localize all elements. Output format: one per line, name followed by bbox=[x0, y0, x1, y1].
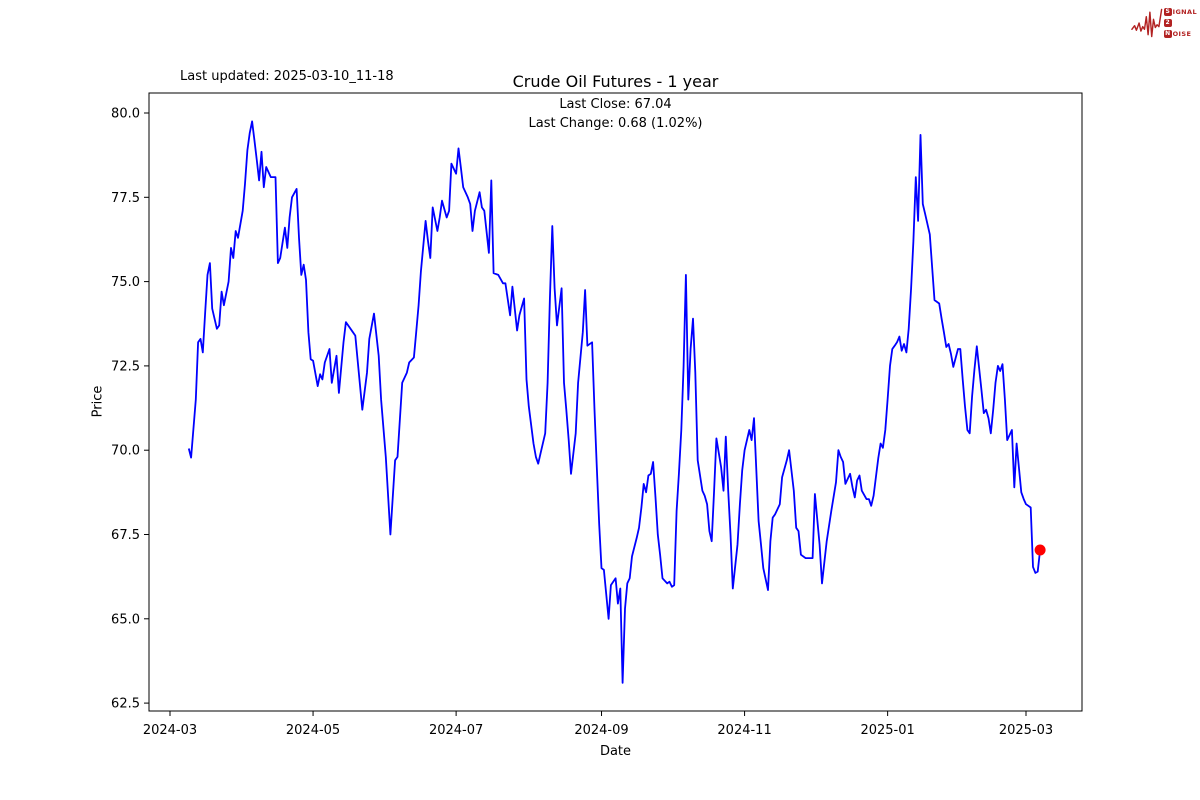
logo-badge-s: S bbox=[1163, 8, 1172, 16]
svg-text:72.5: 72.5 bbox=[111, 359, 140, 374]
svg-text:80.0: 80.0 bbox=[111, 107, 140, 122]
waveform-icon bbox=[1130, 8, 1162, 38]
logo-rest-ignal: IGNAL bbox=[1172, 8, 1197, 16]
svg-text:2025-01: 2025-01 bbox=[860, 723, 914, 738]
svg-text:2025-03: 2025-03 bbox=[999, 723, 1053, 738]
annotation-last-change: Last Change: 0.68 (1.02%) bbox=[528, 116, 703, 131]
logo-row-signal: S IGNAL bbox=[1163, 7, 1197, 17]
svg-text:77.5: 77.5 bbox=[111, 191, 140, 206]
x-axis-label: Date bbox=[599, 744, 632, 759]
logo-row-2: 2 bbox=[1163, 18, 1197, 28]
logo-badge-n: N bbox=[1163, 30, 1172, 38]
svg-text:65.0: 65.0 bbox=[111, 612, 140, 627]
svg-text:2024-11: 2024-11 bbox=[717, 723, 771, 738]
svg-text:62.5: 62.5 bbox=[111, 697, 140, 712]
logo-badge-2: 2 bbox=[1163, 19, 1172, 27]
svg-text:2024-07: 2024-07 bbox=[429, 723, 483, 738]
logo-text: S IGNAL 2 N OISE bbox=[1163, 7, 1197, 39]
svg-text:75.0: 75.0 bbox=[111, 275, 140, 290]
logo-row-noise: N OISE bbox=[1163, 29, 1197, 39]
svg-text:67.5: 67.5 bbox=[111, 528, 140, 543]
chart-title: Crude Oil Futures - 1 year bbox=[512, 72, 719, 91]
svg-text:2024-03: 2024-03 bbox=[143, 723, 197, 738]
signal2noise-logo: S IGNAL 2 N OISE bbox=[1130, 4, 1197, 42]
svg-text:70.0: 70.0 bbox=[111, 444, 140, 459]
svg-text:2024-09: 2024-09 bbox=[574, 723, 628, 738]
logo-rest-oise: OISE bbox=[1172, 30, 1192, 38]
svg-text:2024-05: 2024-05 bbox=[286, 723, 340, 738]
annotation-last-close: Last Close: 67.04 bbox=[559, 97, 672, 112]
last-updated-label: Last updated: 2025-03-10_11-18 bbox=[180, 69, 394, 84]
